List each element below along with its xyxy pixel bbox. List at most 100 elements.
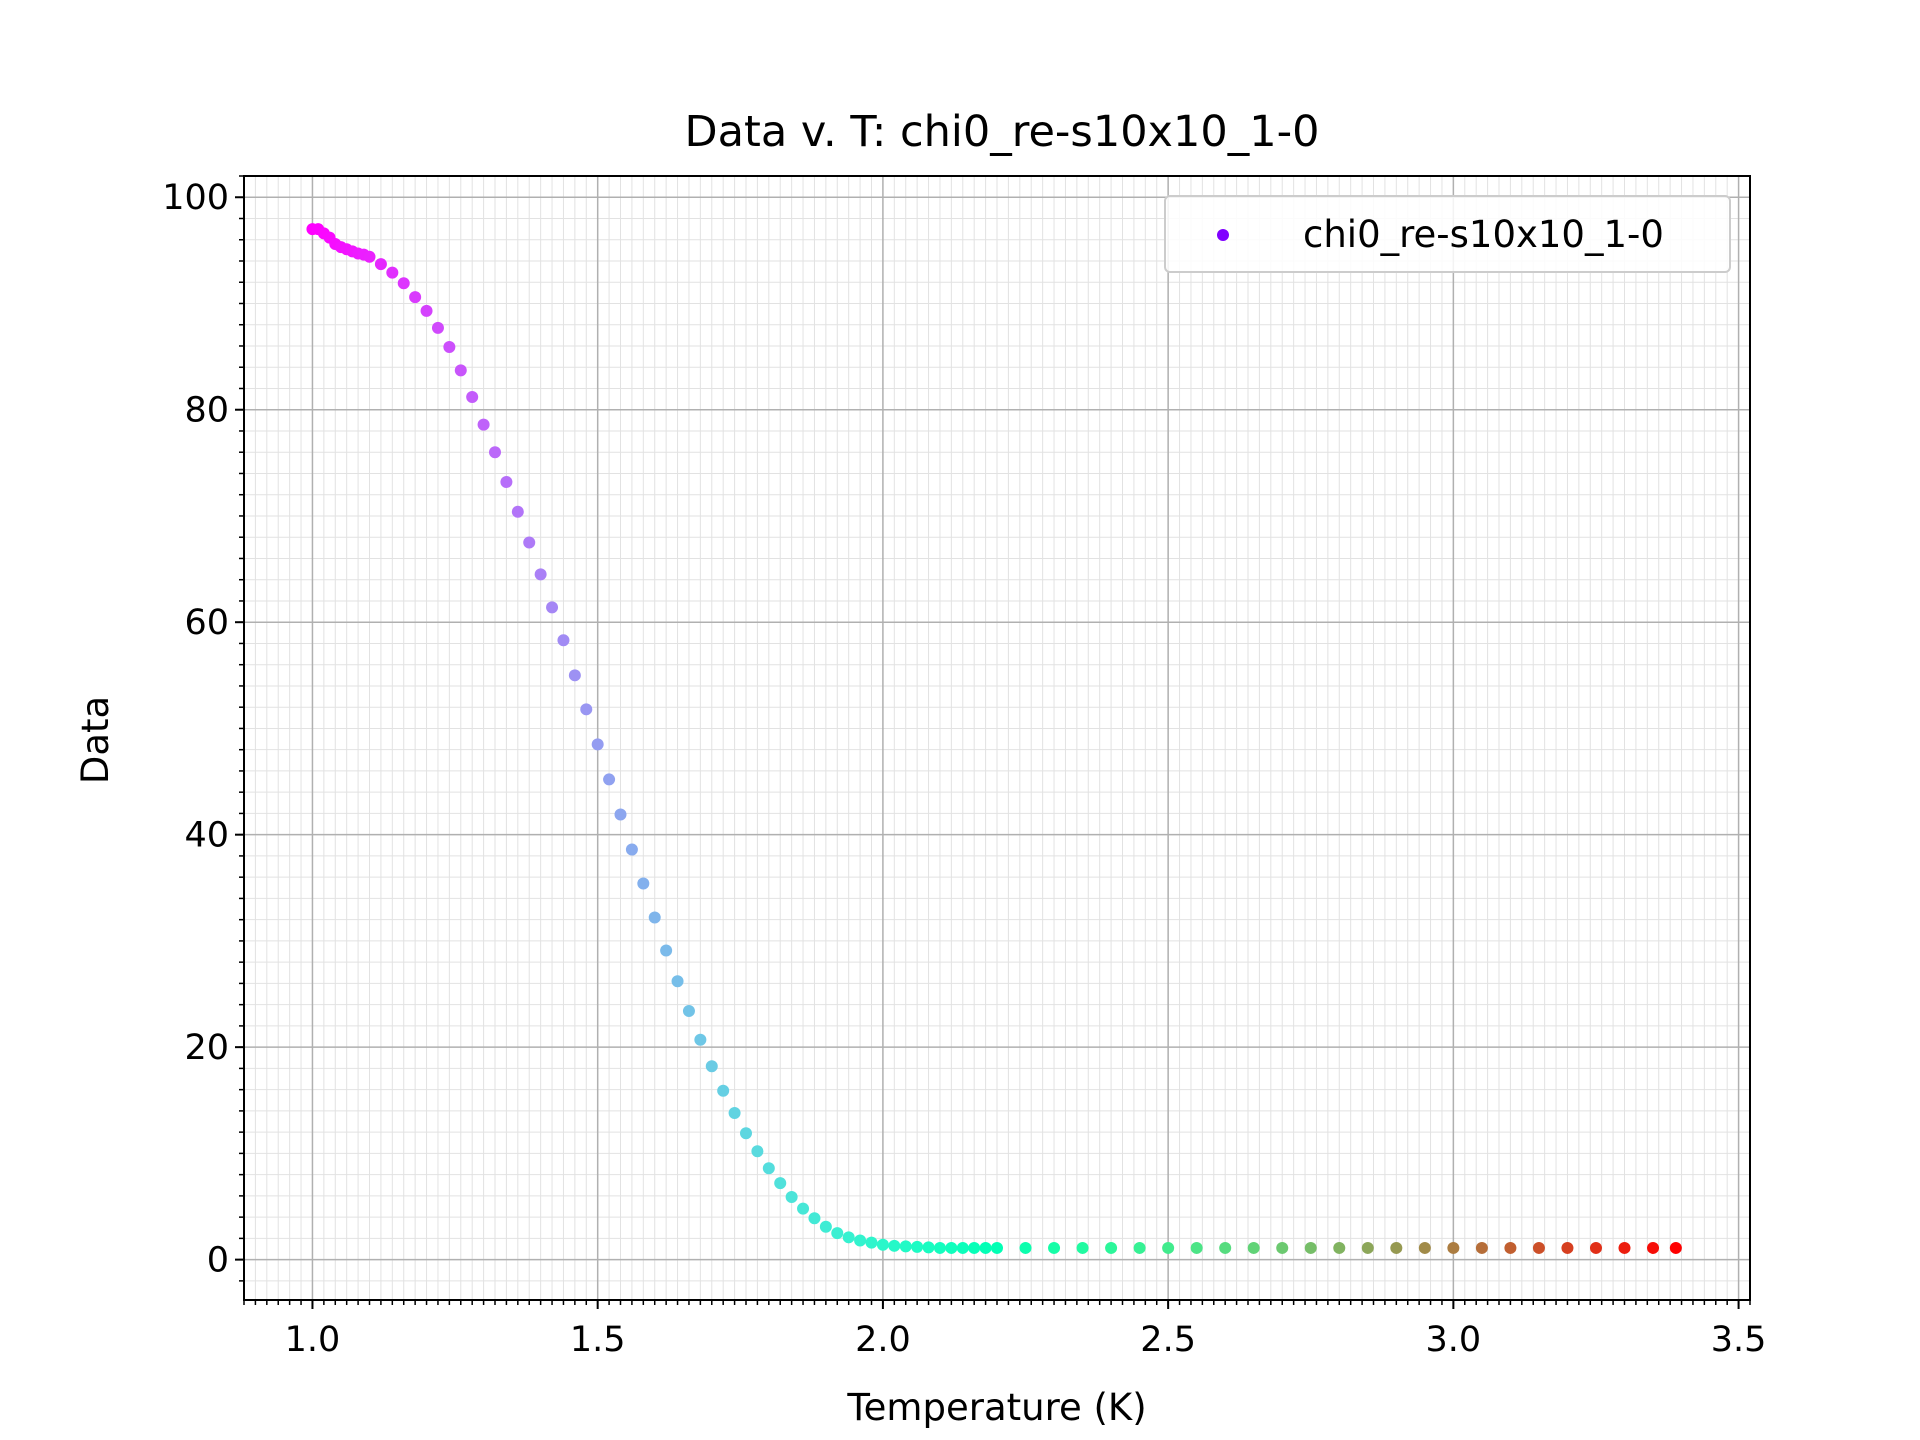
data-point	[911, 1240, 924, 1253]
data-point	[1561, 1241, 1574, 1254]
data-point	[420, 304, 433, 317]
data-point	[728, 1107, 741, 1120]
data-point	[842, 1231, 855, 1244]
data-point	[705, 1060, 718, 1073]
data-point	[1304, 1241, 1317, 1254]
data-point	[694, 1033, 707, 1046]
data-point	[888, 1239, 901, 1252]
data-point	[1618, 1241, 1631, 1254]
x-tick-label: 3.0	[1426, 1320, 1482, 1360]
data-point	[899, 1240, 912, 1253]
data-point	[1190, 1241, 1203, 1254]
data-point	[717, 1084, 730, 1097]
x-tick-label: 3.5	[1711, 1320, 1767, 1360]
data-point	[1669, 1241, 1682, 1254]
data-point	[477, 418, 490, 431]
x-tick-label: 2.5	[1140, 1320, 1196, 1360]
y-tick-label: 40	[184, 816, 229, 856]
data-point	[808, 1212, 821, 1225]
data-point	[466, 390, 479, 403]
data-point	[785, 1190, 798, 1203]
data-point	[922, 1241, 935, 1254]
y-tick-label: 100	[162, 178, 229, 218]
data-point	[1418, 1241, 1431, 1254]
data-point	[614, 808, 627, 821]
data-point	[1589, 1241, 1602, 1254]
x-tick-label: 1.0	[285, 1320, 341, 1360]
data-point	[1162, 1241, 1175, 1254]
data-point	[854, 1234, 867, 1247]
data-point	[1333, 1241, 1346, 1254]
data-point	[431, 321, 444, 334]
x-axis-label: Temperature (K)	[846, 1386, 1146, 1429]
data-point	[991, 1241, 1003, 1254]
data-point	[1133, 1241, 1146, 1254]
data-point	[819, 1220, 832, 1233]
data-point	[603, 773, 616, 786]
data-point	[671, 975, 684, 988]
data-point	[1247, 1241, 1260, 1254]
x-tick-labels: 1.0 1.5 2.0 2.5 3.0 3.5	[285, 1320, 1767, 1360]
data-point	[386, 266, 399, 279]
y-tick-label: 80	[184, 391, 229, 431]
data-point	[648, 911, 661, 924]
y-tick-label: 0	[207, 1241, 229, 1281]
data-point	[831, 1227, 844, 1240]
data-point	[500, 475, 513, 488]
data-point	[454, 364, 467, 377]
data-point	[762, 1162, 775, 1175]
data-point	[774, 1177, 787, 1190]
data-point	[511, 505, 524, 518]
data-point	[1019, 1241, 1032, 1254]
legend-frame	[1164, 195, 1731, 273]
data-point	[534, 568, 547, 581]
chart-title: Data v. T: chi0_re-s10x10_1-0	[685, 107, 1320, 157]
data-point	[523, 536, 536, 549]
data-point	[637, 877, 650, 890]
y-tick-label: 20	[184, 1028, 229, 1068]
data-point	[945, 1241, 958, 1254]
data-point	[489, 446, 501, 459]
data-point	[1475, 1241, 1488, 1254]
data-point	[557, 634, 570, 647]
data-point	[1076, 1241, 1089, 1254]
data-point	[797, 1202, 810, 1215]
data-point	[660, 944, 673, 957]
axis-ticks	[235, 175, 1751, 1309]
data-point	[1361, 1241, 1374, 1254]
data-point	[625, 843, 638, 856]
data-point	[443, 341, 456, 354]
y-tick-label: 60	[184, 603, 229, 643]
data-point	[751, 1145, 764, 1158]
data-point	[1390, 1241, 1403, 1254]
data-point	[933, 1241, 946, 1254]
grid-lines	[243, 175, 1751, 1300]
x-tick-label: 1.5	[570, 1320, 626, 1360]
data-point	[568, 669, 581, 682]
data-point	[580, 703, 593, 716]
legend-label: chi0_re-s10x10_1-0	[1303, 213, 1664, 256]
data-point	[374, 258, 387, 271]
data-point	[1276, 1241, 1289, 1254]
data-point	[865, 1236, 878, 1249]
scatter-points	[306, 223, 1682, 1254]
data-point	[409, 291, 422, 304]
data-point	[1447, 1241, 1460, 1254]
data-point	[1048, 1241, 1061, 1254]
data-point	[397, 277, 410, 290]
data-point	[591, 738, 604, 751]
data-point	[1219, 1241, 1232, 1254]
data-point	[1105, 1241, 1118, 1254]
data-point	[363, 250, 376, 263]
legend-marker	[1217, 229, 1229, 241]
data-point	[682, 1005, 695, 1018]
data-point	[956, 1241, 969, 1254]
data-point	[546, 601, 559, 614]
data-point	[876, 1238, 889, 1251]
data-point	[1532, 1241, 1545, 1254]
legend: chi0_re-s10x10_1-0	[1164, 195, 1731, 273]
y-axis-label: Data	[74, 696, 117, 784]
data-point	[1504, 1241, 1517, 1254]
data-point	[740, 1127, 752, 1140]
